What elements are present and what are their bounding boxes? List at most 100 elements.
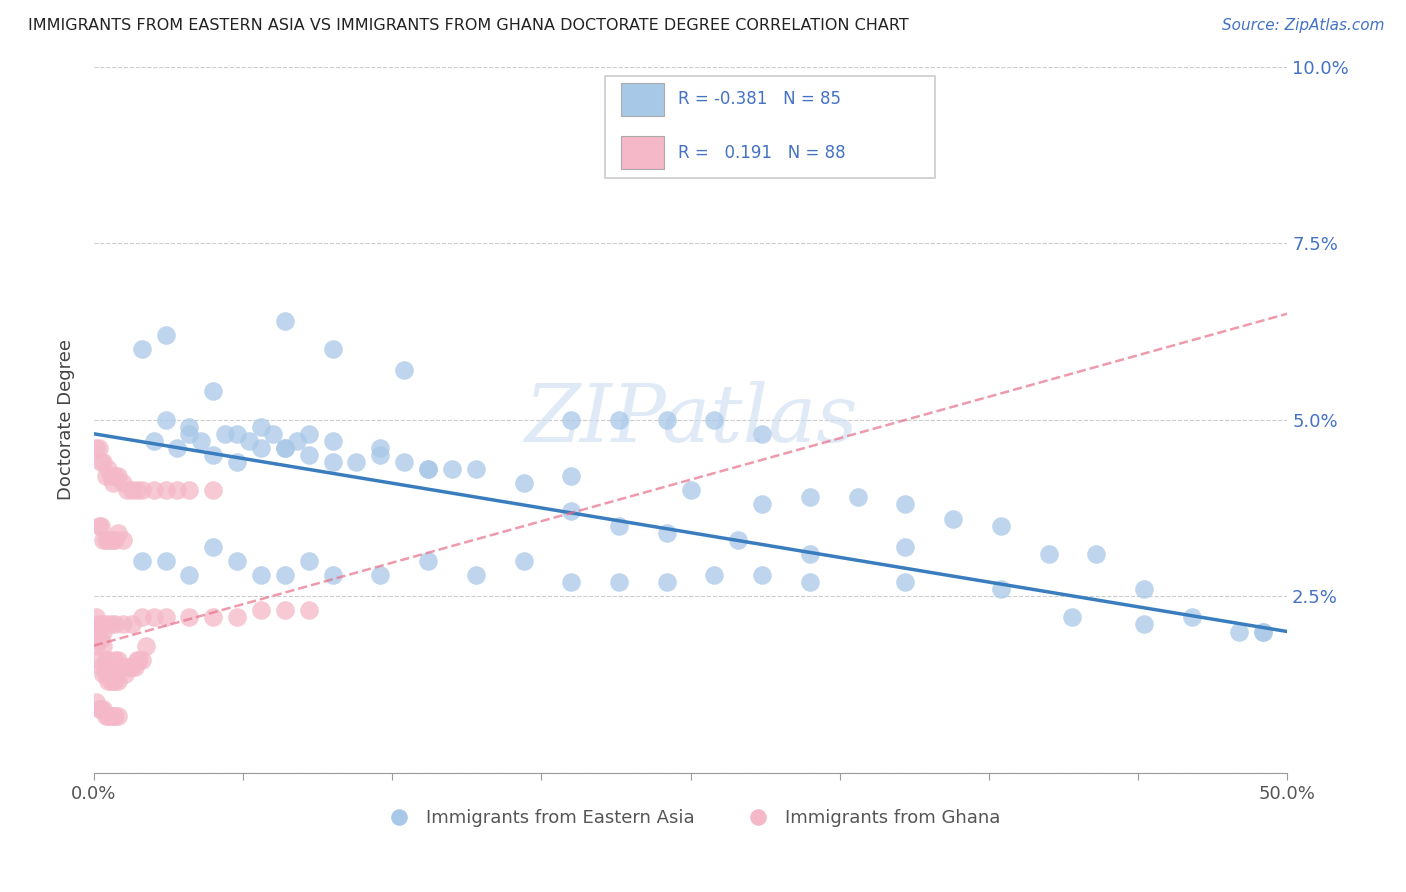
Point bbox=[799, 547, 821, 561]
Point bbox=[1085, 547, 1108, 561]
Point bbox=[298, 603, 321, 617]
Point bbox=[94, 469, 117, 483]
Point bbox=[93, 455, 115, 469]
Text: R = -0.381   N = 85: R = -0.381 N = 85 bbox=[678, 90, 841, 109]
Point bbox=[179, 419, 201, 434]
Point bbox=[87, 624, 110, 639]
Point bbox=[274, 603, 297, 617]
Point bbox=[226, 455, 249, 469]
Point bbox=[655, 525, 678, 540]
Point bbox=[97, 709, 120, 723]
Point bbox=[86, 639, 108, 653]
Point bbox=[100, 533, 122, 547]
Point bbox=[142, 434, 165, 448]
Point bbox=[87, 617, 110, 632]
Point bbox=[368, 448, 391, 462]
Point bbox=[125, 483, 148, 498]
Point bbox=[322, 455, 344, 469]
Point bbox=[135, 639, 157, 653]
Point bbox=[751, 497, 773, 511]
Point bbox=[322, 434, 344, 448]
Point bbox=[274, 568, 297, 582]
Point bbox=[111, 533, 134, 547]
Point bbox=[751, 568, 773, 582]
Point bbox=[1038, 547, 1060, 561]
Point bbox=[190, 434, 212, 448]
Point bbox=[100, 709, 122, 723]
Point bbox=[87, 518, 110, 533]
Legend: Immigrants from Eastern Asia, Immigrants from Ghana: Immigrants from Eastern Asia, Immigrants… bbox=[374, 802, 1008, 834]
Point bbox=[226, 426, 249, 441]
Point bbox=[202, 540, 225, 554]
Point bbox=[155, 483, 177, 498]
Point bbox=[111, 617, 134, 632]
Point bbox=[990, 582, 1012, 596]
Point bbox=[97, 462, 120, 476]
Point bbox=[751, 426, 773, 441]
Point bbox=[90, 660, 112, 674]
Point bbox=[1181, 610, 1204, 624]
Point bbox=[274, 441, 297, 455]
Point bbox=[607, 518, 630, 533]
Point bbox=[894, 497, 917, 511]
Point bbox=[416, 462, 439, 476]
Point bbox=[104, 469, 127, 483]
Point bbox=[202, 384, 225, 399]
Point bbox=[368, 441, 391, 455]
Point bbox=[107, 673, 129, 688]
Point bbox=[166, 483, 188, 498]
Point bbox=[655, 412, 678, 426]
Point bbox=[238, 434, 260, 448]
Point bbox=[942, 511, 965, 525]
Point bbox=[1133, 617, 1156, 632]
Point bbox=[250, 441, 273, 455]
Point bbox=[464, 568, 486, 582]
Point bbox=[94, 533, 117, 547]
Point bbox=[97, 533, 120, 547]
Point bbox=[93, 702, 115, 716]
Point bbox=[799, 575, 821, 590]
Point bbox=[560, 504, 582, 518]
Point bbox=[368, 568, 391, 582]
Point bbox=[262, 426, 284, 441]
Point bbox=[250, 603, 273, 617]
Point bbox=[100, 673, 122, 688]
Point bbox=[121, 483, 143, 498]
Point bbox=[322, 342, 344, 356]
Point bbox=[86, 610, 108, 624]
Point bbox=[1229, 624, 1251, 639]
Text: IMMIGRANTS FROM EASTERN ASIA VS IMMIGRANTS FROM GHANA DOCTORATE DEGREE CORRELATI: IMMIGRANTS FROM EASTERN ASIA VS IMMIGRAN… bbox=[28, 18, 908, 33]
Text: ZIPatlas: ZIPatlas bbox=[524, 381, 858, 458]
Point bbox=[86, 441, 108, 455]
Point bbox=[117, 483, 139, 498]
Point bbox=[101, 533, 124, 547]
Point bbox=[155, 554, 177, 568]
Point bbox=[90, 518, 112, 533]
Point bbox=[101, 673, 124, 688]
Point bbox=[155, 610, 177, 624]
Point bbox=[202, 448, 225, 462]
Point bbox=[90, 617, 112, 632]
Point bbox=[1133, 582, 1156, 596]
Text: R =   0.191   N = 88: R = 0.191 N = 88 bbox=[678, 144, 845, 161]
Point bbox=[250, 419, 273, 434]
Point bbox=[1253, 624, 1275, 639]
Point bbox=[285, 434, 308, 448]
Point bbox=[990, 518, 1012, 533]
Point bbox=[202, 483, 225, 498]
Point bbox=[108, 660, 131, 674]
Point bbox=[392, 455, 415, 469]
Point bbox=[131, 554, 153, 568]
Point bbox=[104, 709, 127, 723]
Point bbox=[799, 491, 821, 505]
Point bbox=[104, 673, 127, 688]
Point bbox=[392, 363, 415, 377]
Point bbox=[104, 653, 127, 667]
Point bbox=[107, 653, 129, 667]
Point bbox=[703, 568, 725, 582]
Point bbox=[97, 653, 120, 667]
Point bbox=[90, 632, 112, 646]
Point bbox=[142, 483, 165, 498]
Point bbox=[97, 673, 120, 688]
Point bbox=[298, 448, 321, 462]
